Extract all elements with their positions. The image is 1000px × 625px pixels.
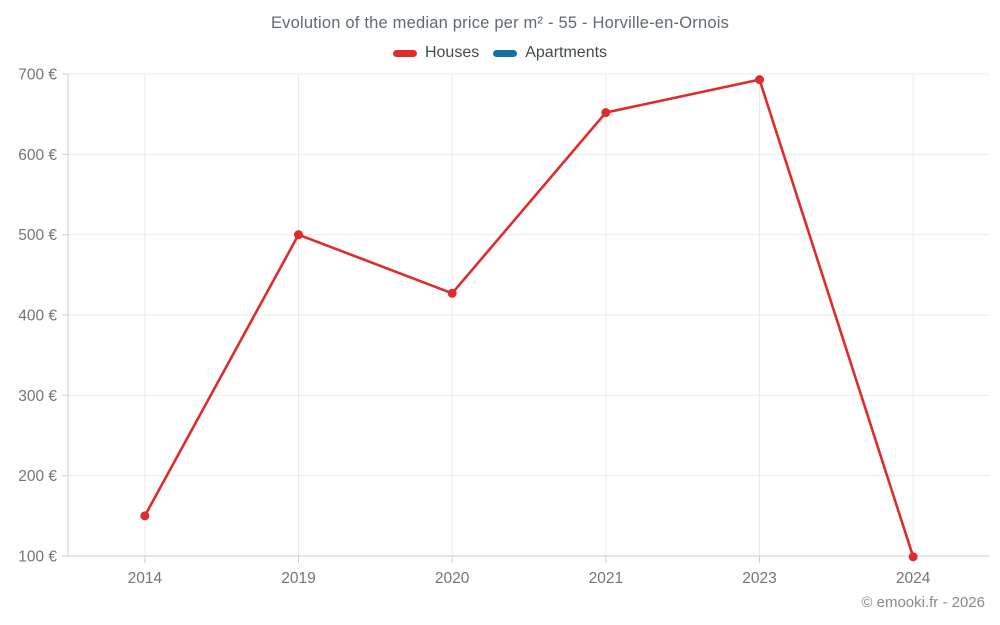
houses-data-point[interactable] bbox=[601, 108, 611, 118]
x-axis-tick-label: 2023 bbox=[742, 570, 776, 587]
y-axis-tick-label: 300 € bbox=[18, 388, 57, 405]
houses-legend-marker-icon bbox=[392, 49, 417, 57]
chart-legend: Houses Apartments bbox=[0, 44, 1000, 62]
y-axis-tick-label: 600 € bbox=[18, 147, 57, 164]
x-axis-tick-label: 2021 bbox=[589, 570, 623, 587]
apartments-legend-label: Apartments bbox=[525, 44, 608, 61]
y-axis-tick-label: 400 € bbox=[18, 308, 57, 325]
x-axis-tick-label: 2020 bbox=[435, 570, 470, 587]
houses-data-point[interactable] bbox=[140, 511, 150, 521]
x-axis-tick-label: 2024 bbox=[896, 570, 931, 587]
x-axis-tick-label: 2014 bbox=[128, 570, 163, 587]
houses-data-point[interactable] bbox=[447, 288, 457, 298]
x-axis-tick-label: 2019 bbox=[281, 570, 315, 587]
copyright-text: © emooki.fr - 2026 bbox=[861, 594, 985, 611]
houses-series-line bbox=[143, 78, 915, 559]
apartments-legend-marker-icon bbox=[493, 49, 518, 57]
houses-legend-label: Houses bbox=[424, 44, 480, 61]
legend-item-apartments[interactable]: Apartments bbox=[493, 44, 607, 62]
y-axis-tick-label: 100 € bbox=[18, 549, 57, 566]
legend-item-houses[interactable]: Houses bbox=[392, 44, 480, 62]
chart-title: Evolution of the median price per m² - 5… bbox=[270, 14, 730, 32]
houses-data-point[interactable] bbox=[908, 552, 918, 562]
houses-data-point[interactable] bbox=[294, 230, 303, 240]
y-axis-tick-label: 700 € bbox=[18, 67, 57, 84]
houses-data-point[interactable] bbox=[755, 75, 764, 85]
y-axis-tick-label: 500 € bbox=[18, 227, 57, 244]
y-axis-tick-label: 200 € bbox=[18, 468, 57, 485]
